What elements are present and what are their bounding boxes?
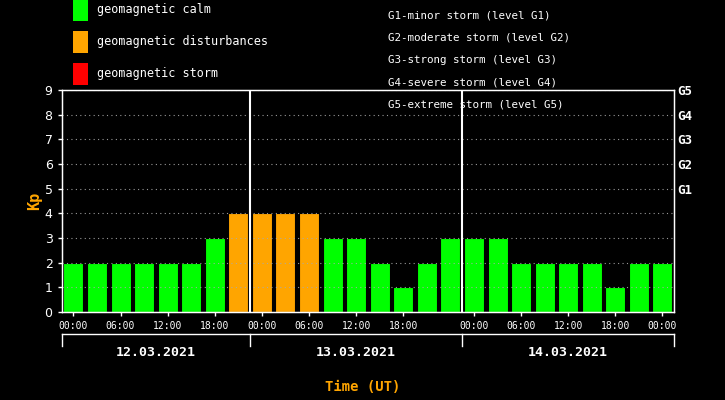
Text: G2-moderate storm (level G2): G2-moderate storm (level G2) (388, 32, 570, 42)
Bar (370, 263, 390, 312)
Bar (110, 263, 130, 312)
Text: G4-severe storm (level G4): G4-severe storm (level G4) (388, 77, 557, 87)
Text: 13.03.2021: 13.03.2021 (316, 346, 396, 358)
Bar (558, 263, 579, 312)
Bar (252, 213, 272, 312)
Bar (417, 263, 437, 312)
Text: G5-extreme storm (level G5): G5-extreme storm (level G5) (388, 100, 563, 110)
Bar (276, 213, 296, 312)
Bar (323, 238, 343, 312)
Bar (511, 263, 531, 312)
Bar (228, 213, 249, 312)
Bar (629, 263, 649, 312)
Bar (87, 263, 107, 312)
Bar (346, 238, 366, 312)
Bar (440, 238, 460, 312)
Bar (393, 287, 413, 312)
Bar (181, 263, 202, 312)
Bar (204, 238, 225, 312)
Text: 14.03.2021: 14.03.2021 (529, 346, 608, 358)
Text: geomagnetic storm: geomagnetic storm (97, 68, 218, 80)
Bar (157, 263, 178, 312)
Text: Time (UT): Time (UT) (325, 380, 400, 394)
Bar (63, 263, 83, 312)
Bar (534, 263, 555, 312)
Text: G3-strong storm (level G3): G3-strong storm (level G3) (388, 55, 557, 65)
Text: G1-minor storm (level G1): G1-minor storm (level G1) (388, 10, 550, 20)
Bar (487, 238, 508, 312)
Bar (134, 263, 154, 312)
Bar (652, 263, 673, 312)
Bar (299, 213, 319, 312)
Text: 12.03.2021: 12.03.2021 (116, 346, 196, 358)
Bar (605, 287, 626, 312)
Text: geomagnetic disturbances: geomagnetic disturbances (97, 36, 268, 48)
Bar (581, 263, 602, 312)
Y-axis label: Kp: Kp (27, 192, 42, 210)
Text: geomagnetic calm: geomagnetic calm (97, 4, 211, 16)
Bar (464, 238, 484, 312)
